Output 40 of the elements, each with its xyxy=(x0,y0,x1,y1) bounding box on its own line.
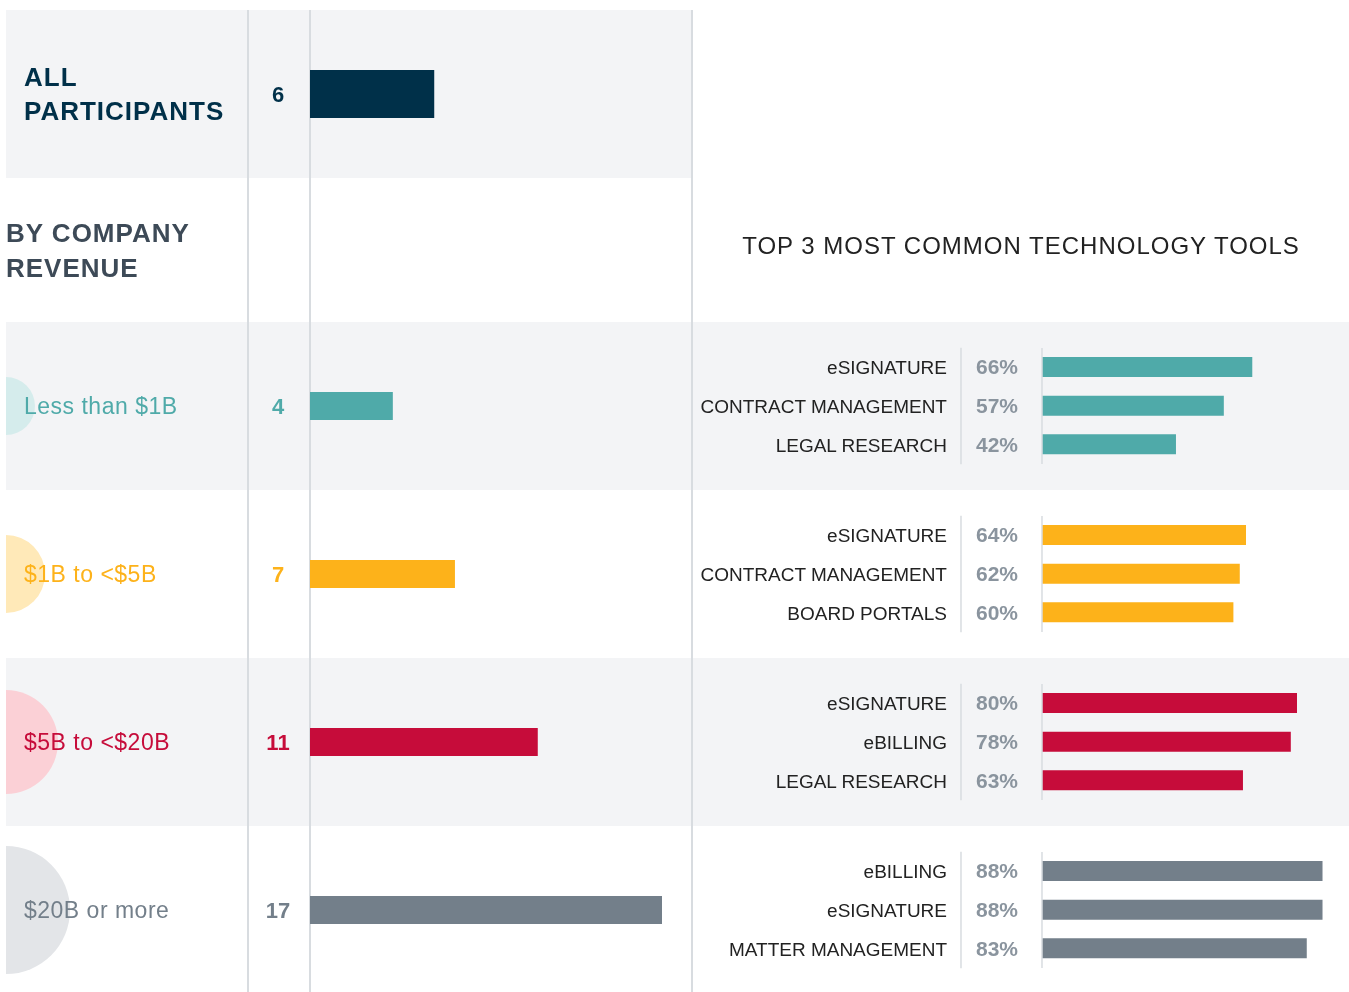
data-label: 63% xyxy=(975,768,1019,792)
bar xyxy=(310,728,538,756)
data-label: 7 xyxy=(271,562,285,587)
data-label: 11 xyxy=(266,730,290,755)
y-tick-label: LEGAL RESEARCH xyxy=(775,770,947,792)
bar xyxy=(310,560,455,588)
data-label: 57% xyxy=(976,394,1019,417)
y-tick-label: eSIGNATURE xyxy=(827,693,947,715)
y-tick-label: $1B to <$5B xyxy=(24,560,158,589)
data-label: 88% xyxy=(976,859,1019,883)
y-tick-label: $5B to <$20B xyxy=(24,728,172,757)
chart-title: TOP 3 MOST COMMON TECHNOLOGY TOOLS xyxy=(741,232,1301,260)
data-label: 42% xyxy=(976,432,1019,456)
y-tick-label: eBILLING xyxy=(863,861,947,883)
data-label: 64% xyxy=(976,523,1019,547)
data-label: 17 xyxy=(265,898,291,923)
data-label: 4 xyxy=(271,394,285,419)
data-label: 62% xyxy=(976,562,1019,585)
y-tick-label: LEGAL RESEARCH xyxy=(775,434,947,456)
y-tick-label: $20B or more xyxy=(24,896,171,925)
y-tick-label: MATTER MANAGEMENT xyxy=(729,938,948,960)
data-label: 66% xyxy=(976,355,1019,379)
bar xyxy=(310,392,393,420)
y-tick-label: BOARD PORTALS xyxy=(787,602,947,624)
data-label: 80% xyxy=(975,691,1019,715)
y-tick-label: eSIGNATURE xyxy=(827,357,947,379)
y-tick-label: CONTRACT MANAGEMENT xyxy=(700,396,948,417)
y-tick-label: eSIGNATURE xyxy=(827,900,947,921)
y-tick-label: CONTRACT MANAGEMENT xyxy=(700,564,948,585)
y-tick-label: ALL PARTICIPANTS xyxy=(24,61,226,128)
data-label: 6 xyxy=(271,82,285,107)
data-label: 78% xyxy=(975,730,1019,753)
bar xyxy=(310,896,662,924)
data-label: 83% xyxy=(976,936,1019,960)
text: BY COMPANY REVENUE xyxy=(6,217,191,285)
data-label: 88% xyxy=(976,898,1019,921)
y-tick-label: Less than $1B xyxy=(24,392,179,421)
y-tick-label: eSIGNATURE xyxy=(827,525,947,547)
data-label: 60% xyxy=(976,600,1019,624)
y-tick-label: eBILLING xyxy=(863,732,947,753)
